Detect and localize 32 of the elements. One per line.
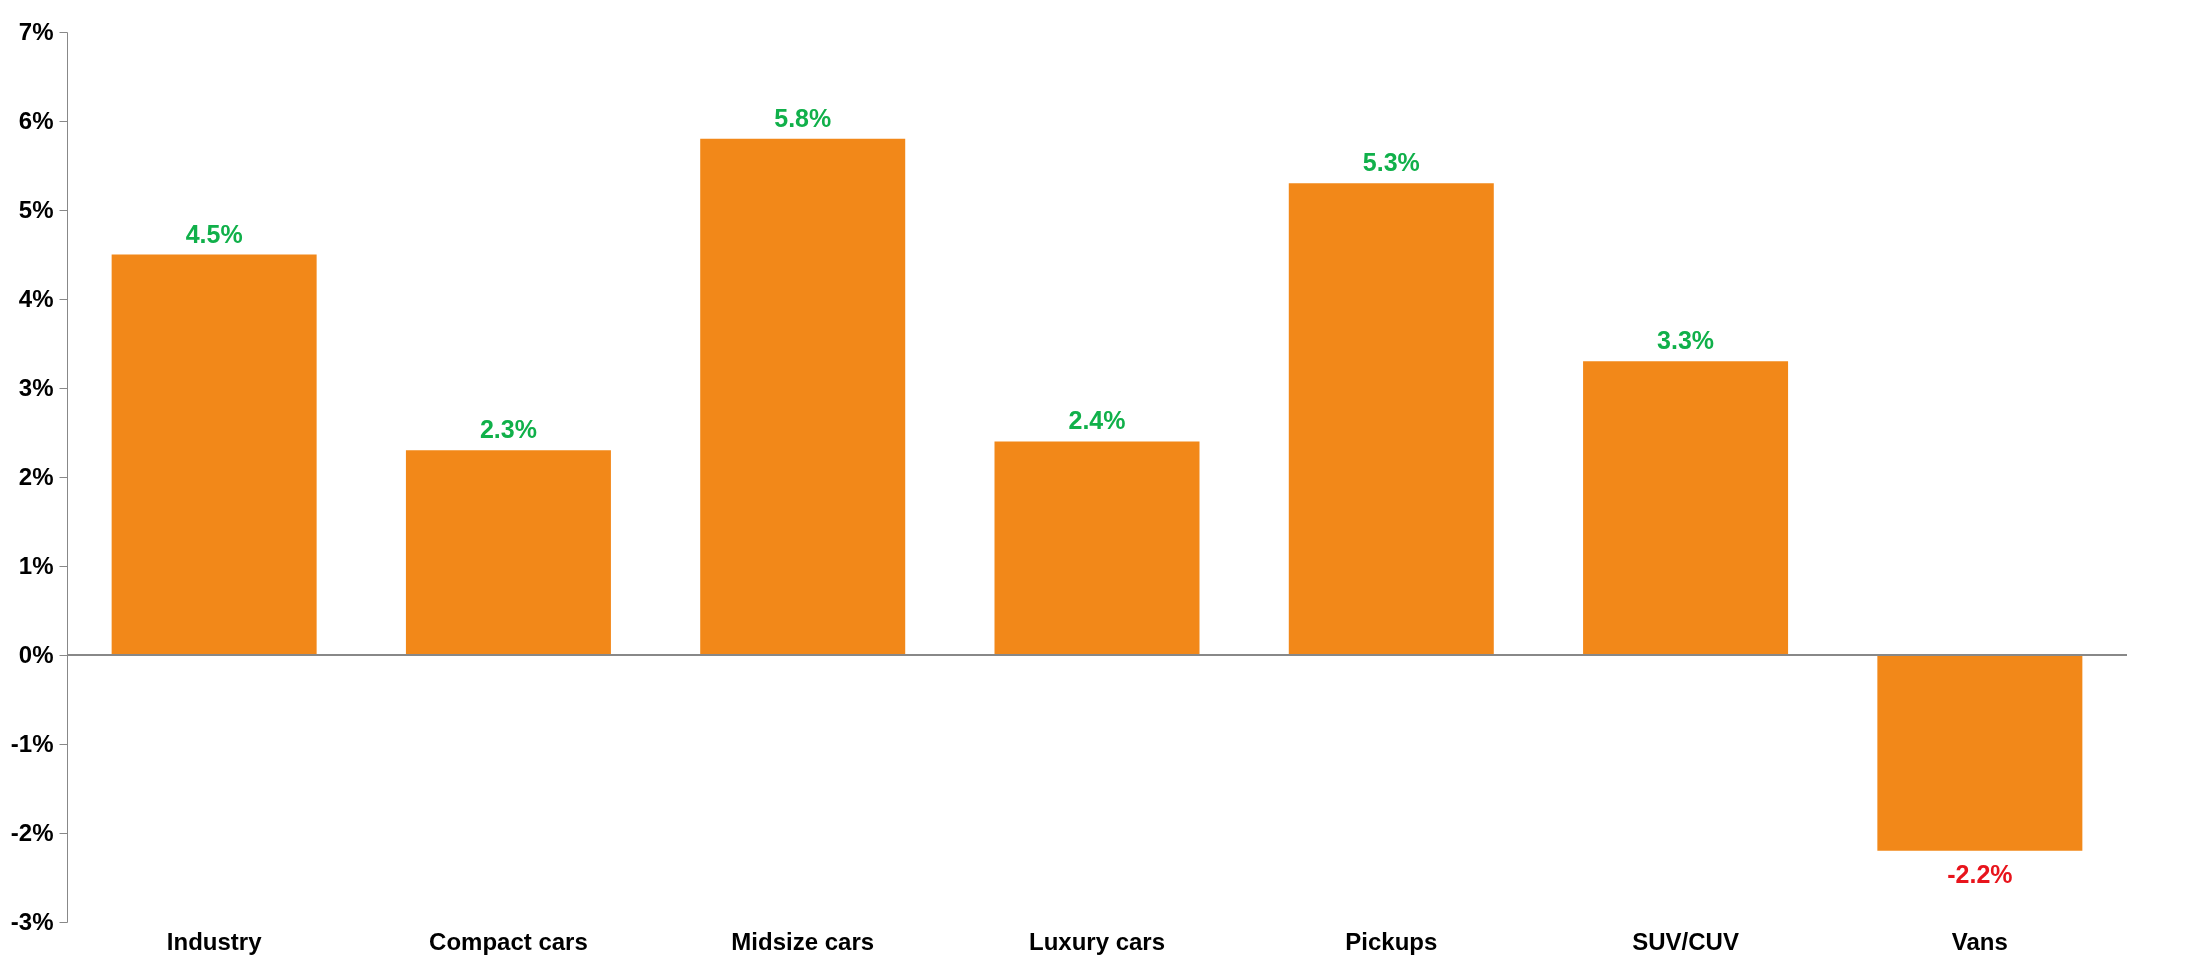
y-tick-label: -2% bbox=[10, 818, 54, 846]
y-tick-label: 5% bbox=[18, 195, 54, 223]
bar bbox=[1288, 183, 1494, 655]
data-label: -2.2% bbox=[1947, 859, 2013, 888]
bar bbox=[1583, 361, 1789, 655]
x-tick-label: Pickups bbox=[1345, 927, 1438, 955]
data-label: 5.8% bbox=[774, 103, 832, 132]
x-tick-label: Industry bbox=[166, 927, 263, 955]
y-tick-label: 2% bbox=[18, 462, 54, 490]
x-tick-label: Midsize cars bbox=[731, 927, 875, 955]
y-tick-label: -1% bbox=[10, 729, 54, 757]
data-label: 2.4% bbox=[1068, 406, 1126, 435]
data-label: 3.3% bbox=[1657, 326, 1715, 355]
x-tick-label: SUV/CUV bbox=[1632, 927, 1739, 955]
bar bbox=[994, 441, 1200, 655]
y-tick-label: 1% bbox=[18, 551, 54, 579]
data-label: 5.3% bbox=[1362, 148, 1420, 177]
bar bbox=[1877, 655, 2083, 851]
y-tick-label: -3% bbox=[10, 907, 54, 935]
bar bbox=[111, 254, 317, 655]
bar bbox=[700, 138, 906, 655]
y-tick-label: 3% bbox=[18, 373, 54, 401]
bar bbox=[405, 450, 611, 655]
x-tick-label: Luxury cars bbox=[1028, 927, 1166, 955]
y-tick-label: 6% bbox=[18, 106, 54, 134]
x-tick-label: Vans bbox=[1951, 927, 2008, 955]
y-tick-label: 4% bbox=[18, 284, 54, 312]
x-tick-label: Compact cars bbox=[429, 927, 588, 955]
data-label: 4.5% bbox=[185, 219, 243, 248]
y-tick-label: 0% bbox=[18, 640, 54, 668]
y-tick-label: 7% bbox=[18, 17, 54, 45]
data-label: 2.3% bbox=[479, 415, 537, 444]
